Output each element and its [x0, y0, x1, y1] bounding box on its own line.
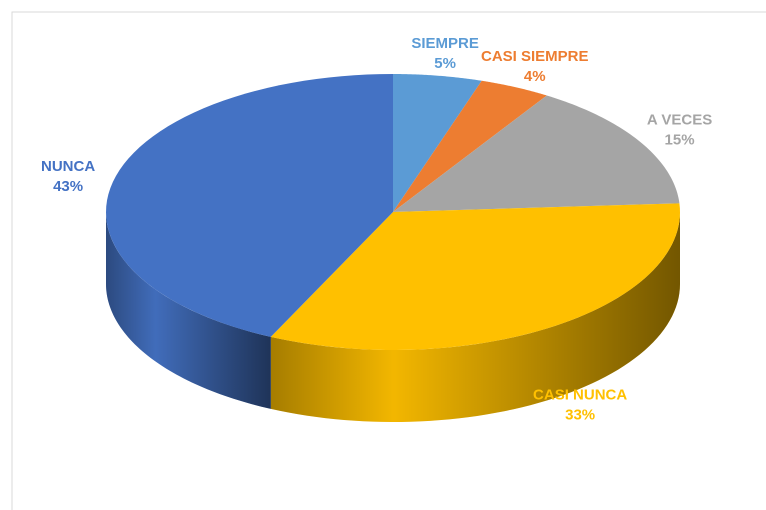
slice: [393, 74, 482, 212]
data-label-name: A VECES: [647, 111, 712, 128]
data-label-value: 33%: [565, 407, 595, 424]
data-label-value: 43%: [53, 178, 83, 195]
slice: [270, 203, 680, 350]
data-label-name: SIEMPRE: [411, 35, 479, 52]
data-label-value: 4%: [524, 68, 546, 85]
slice: [393, 95, 680, 212]
slice-side-shade: [106, 212, 271, 409]
slice: [393, 80, 547, 212]
data-label-name: CASI SIEMPRE: [481, 48, 589, 65]
slice-side-shade: [270, 212, 680, 422]
data-label-value: 5%: [434, 55, 456, 72]
data-label-name: CASI NUNCA: [533, 387, 627, 404]
data-label-value: 15%: [665, 131, 695, 148]
slice: [106, 74, 393, 337]
data-label-name: NUNCA: [41, 158, 95, 175]
